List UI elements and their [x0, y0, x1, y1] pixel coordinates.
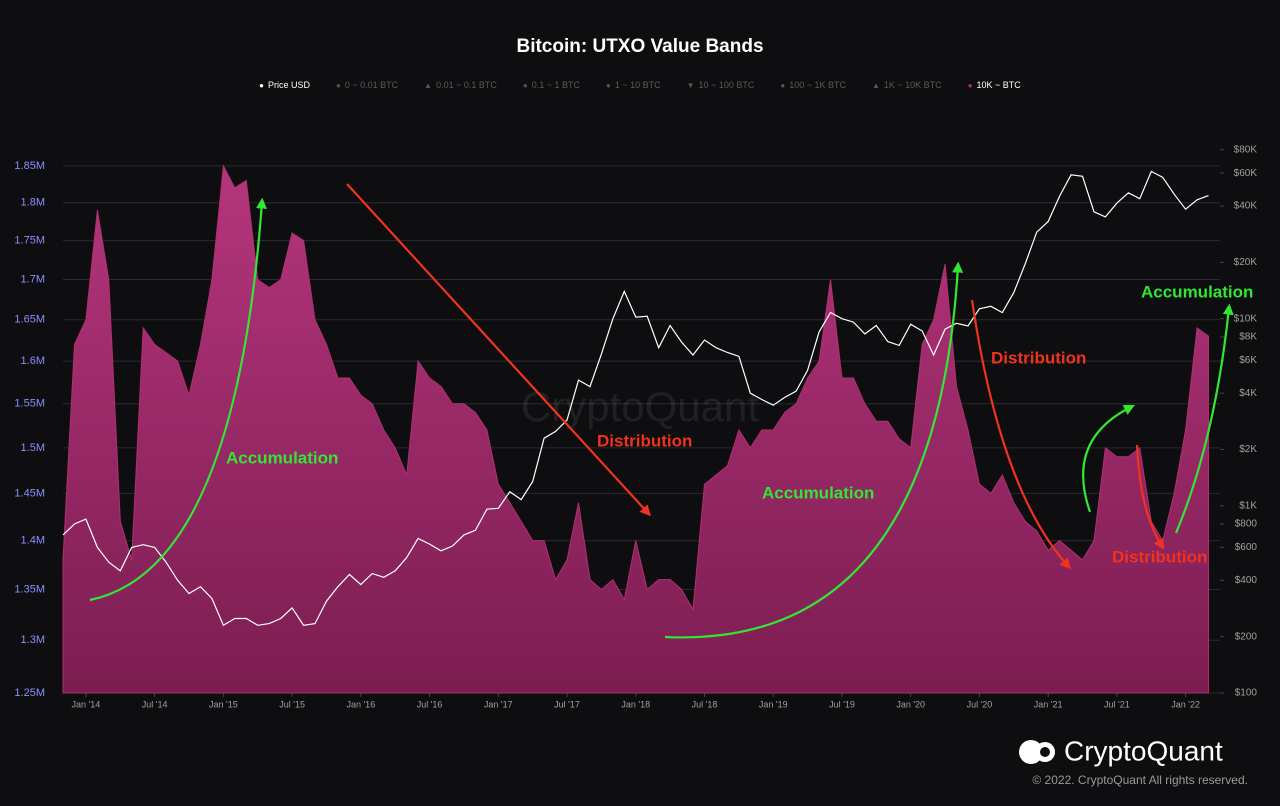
- legend-symbol: ●: [606, 80, 611, 90]
- arrow: [664, 261, 964, 639]
- annotation: Distribution: [597, 431, 692, 450]
- x-tick-label: Jan '15: [209, 699, 238, 709]
- x-tick-label: Jan '20: [896, 699, 925, 709]
- x-tick-label: Jul '18: [692, 699, 718, 709]
- arrow: [1174, 303, 1234, 534]
- y-tick-label: 1.75M: [14, 234, 45, 246]
- x-tick-label: Jan '21: [1034, 699, 1063, 709]
- area: [62, 164, 1210, 694]
- legend-symbol: ▲: [871, 80, 880, 90]
- annotation: Accumulation: [226, 448, 338, 467]
- x-tick-label: Jul '15: [279, 699, 305, 709]
- y2-tick-label: $800: [1235, 519, 1258, 530]
- y-tick-label: 1.8M: [21, 197, 45, 209]
- legend-symbol: ▼: [686, 80, 695, 90]
- legend-symbol: ●: [522, 80, 528, 90]
- x-tick-label: Jul '19: [829, 699, 855, 709]
- legend-item[interactable]: ● 100 ~ 1K BTC: [780, 80, 846, 90]
- legend-label: 100 ~ 1K BTC: [789, 80, 846, 90]
- legend-label: 0.01 ~ 0.1 BTC: [436, 80, 497, 90]
- legend-symbol: ●: [780, 80, 786, 90]
- legend-label: 1 ~ 10 BTC: [614, 80, 661, 90]
- y-tick-label: 1.25M: [14, 687, 45, 699]
- x-tick-label: Jan '22: [1171, 699, 1200, 709]
- watermark: CryptoQuant: [521, 383, 759, 430]
- x-tick-label: Jan '18: [621, 699, 650, 709]
- y2-tick-label: $2K: [1239, 444, 1257, 455]
- arrow: [1082, 405, 1135, 513]
- y-tick-label: 1.6M: [21, 355, 45, 367]
- arrow: [346, 183, 651, 517]
- legend-symbol: ●: [259, 80, 265, 90]
- legend-symbol: ●: [336, 80, 341, 90]
- y-tick-label: 1.7M: [21, 273, 45, 285]
- legend: ● Price USD ● 0 ~ 0.01 BTC ▲ 0.01 ~ 0.1 BTC ● 0…: [0, 80, 1280, 90]
- logo-icon: [1019, 740, 1055, 764]
- y2-tick-label: $60K: [1234, 168, 1258, 179]
- copyright: © 2022. CryptoQuant All rights reserved.: [1032, 773, 1248, 787]
- y2-tick-label: $8K: [1239, 332, 1257, 343]
- legend-item[interactable]: ● 0.1 ~ 1 BTC: [523, 80, 580, 90]
- legend-symbol: ●: [967, 80, 973, 90]
- x-tick-label: Jul '16: [417, 699, 443, 709]
- legend-item[interactable]: ▼ 10 ~ 100 BTC: [687, 80, 755, 90]
- y-tick-label: 1.65M: [14, 314, 45, 326]
- y2-tick-label: $4K: [1239, 388, 1257, 399]
- y-tick-label: 1.55M: [14, 398, 45, 410]
- annotation: Accumulation: [1141, 282, 1253, 301]
- y-tick-label: 1.85M: [14, 160, 45, 172]
- x-tick-label: Jul '20: [967, 699, 993, 709]
- legend-item[interactable]: ● Price USD: [259, 80, 310, 90]
- y-tick-label: 1.35M: [14, 583, 45, 595]
- annotation: Accumulation: [762, 483, 874, 502]
- legend-item[interactable]: ● 0 ~ 0.01 BTC: [336, 80, 398, 90]
- x-tick-label: Jul '17: [554, 699, 580, 709]
- y-tick-label: 1.45M: [14, 487, 45, 499]
- arrow: [970, 299, 1071, 570]
- price-line: [62, 170, 1209, 627]
- legend-label: 10 ~ 100 BTC: [698, 80, 755, 90]
- x-tick-label: Jul '21: [1104, 699, 1130, 709]
- x-tick-label: Jan '19: [759, 699, 788, 709]
- x-tick-label: Jan '17: [484, 699, 513, 709]
- annotation: Distribution: [1112, 547, 1207, 566]
- y2-tick-label: $400: [1235, 575, 1258, 586]
- legend-label: 10K ~ BTC: [976, 80, 1021, 90]
- legend-item[interactable]: ● 1 ~ 10 BTC: [606, 80, 661, 90]
- y-tick-label: 1.4M: [21, 535, 45, 547]
- legend-item[interactable]: ▲ 0.01 ~ 0.1 BTC: [424, 80, 497, 90]
- y2-tick-label: $100: [1235, 688, 1258, 699]
- brand: CryptoQuant: [1064, 735, 1223, 766]
- legend-label: 1K ~ 10K BTC: [883, 80, 942, 90]
- y2-tick-label: $10K: [1234, 313, 1258, 324]
- legend-item[interactable]: ▲ 1K ~ 10K BTC: [872, 80, 942, 90]
- annotation: Distribution: [991, 348, 1086, 367]
- x-tick-label: Jan '14: [72, 699, 101, 709]
- y2-tick-label: $1K: [1239, 501, 1257, 512]
- legend-label: 0 ~ 0.01 BTC: [344, 80, 399, 90]
- legend-symbol: ▲: [424, 80, 433, 90]
- arrow: [1135, 444, 1165, 550]
- arrow: [89, 197, 268, 602]
- y-tick-label: 1.3M: [21, 634, 45, 646]
- x-tick-label: Jan '16: [346, 699, 375, 709]
- y2-tick-label: $80K: [1234, 144, 1258, 155]
- y2-tick-label: $6K: [1239, 355, 1257, 366]
- x-tick-label: Jul '14: [142, 699, 168, 709]
- y2-tick-label: $600: [1235, 542, 1258, 553]
- legend-label: 0.1 ~ 1 BTC: [531, 80, 580, 90]
- legend-item[interactable]: ● 10K ~ BTC: [968, 80, 1021, 90]
- y2-tick-label: $40K: [1234, 201, 1258, 212]
- y-tick-label: 1.5M: [21, 442, 45, 454]
- y2-tick-label: $200: [1235, 631, 1258, 642]
- y2-tick-label: $20K: [1234, 257, 1258, 268]
- legend-label: Price USD: [268, 80, 311, 90]
- chart-title: Bitcoin: UTXO Value Bands: [516, 36, 763, 57]
